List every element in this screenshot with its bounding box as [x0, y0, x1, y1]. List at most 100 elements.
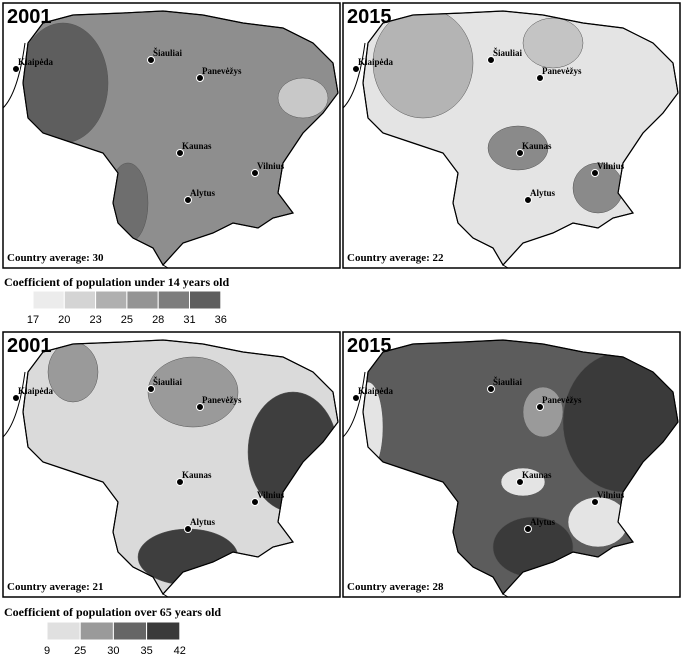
city-label: Kaunas [522, 470, 552, 480]
country-average: Country average: 30 [7, 252, 104, 264]
city-label: Klaipėda [18, 57, 54, 67]
legend-label: 35 [140, 645, 152, 657]
coast [2, 42, 26, 109]
city-label: Panevėžys [542, 66, 582, 76]
legend-label: 25 [121, 314, 133, 326]
city-label: Klaipėda [18, 386, 54, 396]
legend-swatch [126, 290, 159, 310]
city-dot [591, 498, 599, 506]
city-label: Vilnius [257, 161, 285, 171]
city-label: Kaunas [182, 141, 212, 151]
city-label: Alytus [530, 188, 556, 198]
city-dot [196, 403, 204, 411]
city-label: Panevėžys [202, 395, 242, 405]
region [487, 125, 549, 171]
coast [342, 371, 366, 438]
legend-label: 42 [174, 645, 186, 657]
legend-label: 30 [107, 645, 119, 657]
border-line [502, 593, 509, 598]
city-dot [352, 394, 360, 402]
city-dot [196, 74, 204, 82]
border-line [162, 593, 169, 598]
city-label: Vilnius [597, 161, 625, 171]
legend-label: 20 [58, 314, 70, 326]
city-dot [147, 385, 155, 393]
panel-year: 2001 [7, 6, 52, 28]
legend-swatch [146, 621, 181, 641]
regions [372, 11, 624, 214]
city-dot [176, 149, 184, 157]
city-label: Šiauliai [493, 48, 523, 58]
city-dot [251, 169, 259, 177]
map-panel: 2015 Klaipėda Šiauliai Panevėžys Kaunas Vilni… [342, 331, 681, 598]
legend-swatch [46, 621, 81, 641]
city-label: Alytus [530, 517, 556, 527]
country-average: Country average: 21 [7, 581, 104, 593]
legend-label: 36 [215, 314, 227, 326]
city-dot [176, 478, 184, 486]
region [372, 11, 474, 119]
legend-swatch [32, 290, 65, 310]
coast [342, 42, 366, 109]
city-dot [516, 149, 524, 157]
city-dot [524, 525, 532, 533]
region [47, 341, 99, 403]
legend-label: 28 [152, 314, 164, 326]
city-label: Šiauliai [153, 377, 183, 387]
country-average: Country average: 28 [347, 581, 444, 593]
city-label: Panevėžys [542, 395, 582, 405]
city-dot [487, 56, 495, 64]
city-dot [352, 65, 360, 73]
city-dot [184, 525, 192, 533]
legend-swatch [189, 290, 222, 310]
region [277, 77, 329, 119]
legend-swatch [79, 621, 114, 641]
city-label: Klaipėda [358, 57, 394, 67]
legend-swatch [63, 290, 97, 310]
legend-swatch [95, 290, 128, 310]
city-label: Šiauliai [493, 377, 523, 387]
city-dot [524, 196, 532, 204]
city-label: Šiauliai [153, 48, 183, 58]
city-label: Panevėžys [202, 66, 242, 76]
city-dot [536, 403, 544, 411]
legend-swatch [112, 621, 148, 641]
country-average: Country average: 22 [347, 252, 444, 264]
city-label: Alytus [190, 517, 216, 527]
legend-label: 9 [44, 645, 50, 657]
legend-title: Coefficient of population over 65 years … [4, 605, 221, 619]
legend-title: Coefficient of population under 14 years… [4, 275, 229, 289]
city-dot [516, 478, 524, 486]
border-line [502, 264, 509, 269]
city-dot [12, 65, 20, 73]
city-dot [591, 169, 599, 177]
panel-year: 2001 [7, 335, 52, 357]
border-line [162, 264, 169, 269]
city-dot [12, 394, 20, 402]
city-label: Vilnius [597, 490, 625, 500]
panel-year: 2015 [347, 6, 392, 28]
region [147, 356, 239, 428]
panel-year: 2015 [347, 335, 392, 357]
city-dot [184, 196, 192, 204]
city-dot [536, 74, 544, 82]
legend-label: 31 [183, 314, 195, 326]
legend-label: 23 [89, 314, 101, 326]
region [522, 17, 584, 69]
coast [2, 371, 26, 438]
city-label: Vilnius [257, 490, 285, 500]
map-panel: 2001 Klaipėda Šiauliai Panevėžys Kaunas Vilni… [2, 2, 341, 269]
legend-label: 25 [74, 645, 86, 657]
map-panel: 2015 Klaipėda Šiauliai Panevėžys Kaunas Vilni… [342, 2, 681, 269]
city-label: Alytus [190, 188, 216, 198]
city-label: Kaunas [522, 141, 552, 151]
city-dot [147, 56, 155, 64]
city-dot [487, 385, 495, 393]
map-panel: 2001 Klaipėda Šiauliai Panevėžys Kaunas Vilni… [2, 331, 341, 598]
city-label: Kaunas [182, 470, 212, 480]
region [522, 386, 564, 438]
legend-swatch [157, 290, 190, 310]
city-label: Klaipėda [358, 386, 394, 396]
city-dot [251, 498, 259, 506]
